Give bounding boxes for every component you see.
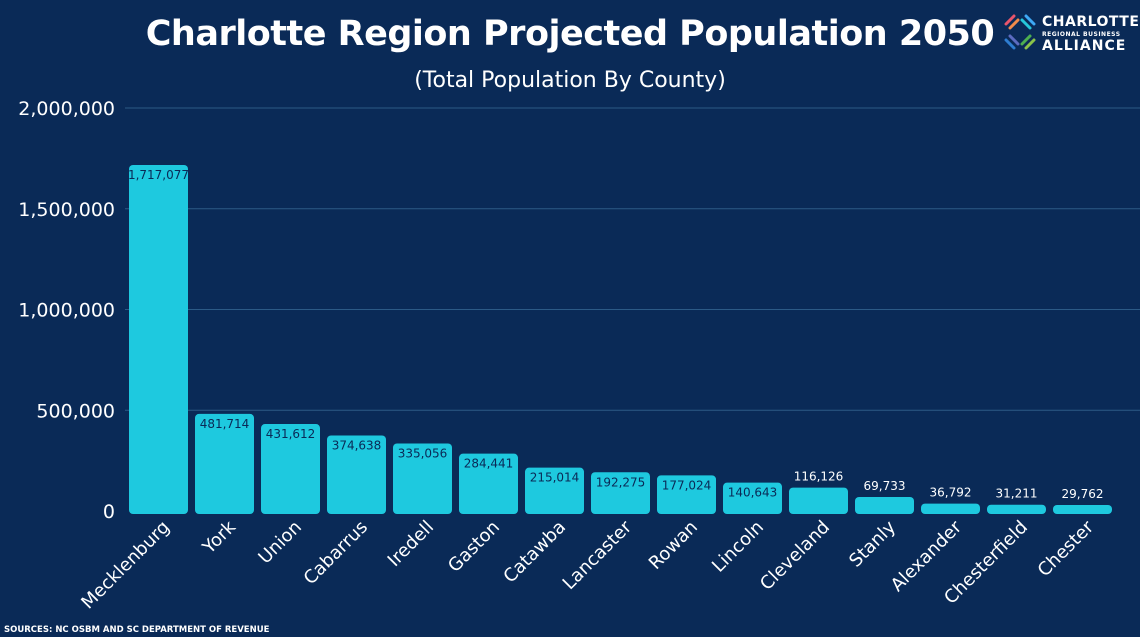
chart-subtitle: (Total Population By County) [414, 68, 726, 93]
data-label: 1,717,077 [128, 168, 189, 182]
chart-title: Charlotte Region Projected Population 20… [145, 14, 995, 54]
bar [855, 496, 914, 514]
data-label: 36,792 [930, 486, 972, 500]
bar [195, 413, 254, 514]
x-tick-label: Cabarrus [300, 517, 372, 589]
data-label: 177,024 [662, 478, 712, 492]
data-label: 29,762 [1062, 487, 1104, 501]
data-label: 374,638 [332, 439, 382, 453]
source-note: SOURCES: NC OSBM AND SC DEPARTMENT OF RE… [4, 625, 270, 635]
data-label: 140,643 [728, 486, 778, 500]
data-label: 116,126 [794, 470, 844, 484]
x-tick-label: Gaston [444, 517, 504, 577]
logo-line2: REGIONAL BUSINESS [1042, 31, 1121, 38]
data-label: 284,441 [464, 457, 514, 471]
data-label: 335,056 [398, 446, 448, 460]
data-label: 431,612 [266, 427, 316, 441]
logo-line3: ALLIANCE [1042, 38, 1127, 54]
logo: CHARLOTTE REGIONAL BUSINESS ALLIANCE [1000, 12, 1140, 54]
bar [591, 472, 650, 514]
x-tick-label: Catawba [499, 517, 570, 588]
bar [327, 435, 386, 514]
data-label: 215,014 [530, 471, 580, 485]
x-tick-label: Cleveland [756, 517, 834, 595]
x-tick-label: Union [254, 517, 306, 569]
x-tick-label: Mecklenburg [77, 517, 174, 614]
bar [393, 443, 452, 514]
y-tick-label: 500,000 [36, 400, 115, 422]
y-tick-label: 0 [103, 501, 115, 523]
bar [723, 482, 782, 514]
bar [525, 467, 584, 514]
x-tick-label: Rowan [645, 517, 702, 574]
y-tick-label: 1,500,000 [18, 199, 115, 221]
bar [459, 453, 518, 514]
y-tick-label: 1,000,000 [18, 300, 115, 322]
data-label: 481,714 [200, 417, 250, 431]
x-tick-label: Iredell [384, 517, 438, 571]
data-label: 31,211 [996, 487, 1038, 501]
logo-mark-icon [1004, 14, 1036, 50]
bar [129, 165, 188, 515]
y-tick-label: 2,000,000 [18, 98, 115, 120]
data-label: 192,275 [596, 475, 646, 489]
bar [657, 475, 716, 514]
bar [987, 504, 1046, 514]
bar [789, 487, 848, 514]
x-tick-label: Chester [1034, 516, 1099, 581]
data-label: 69,733 [864, 479, 906, 493]
bar [921, 503, 980, 514]
bar [1053, 505, 1112, 514]
x-tick-label: York [198, 516, 240, 558]
bar [261, 424, 320, 514]
x-tick-label: Lincoln [708, 517, 768, 577]
x-tick-label: Stanly [845, 516, 900, 571]
logo-line1: CHARLOTTE [1042, 14, 1140, 30]
x-tick-label: Lancaster [559, 516, 637, 594]
